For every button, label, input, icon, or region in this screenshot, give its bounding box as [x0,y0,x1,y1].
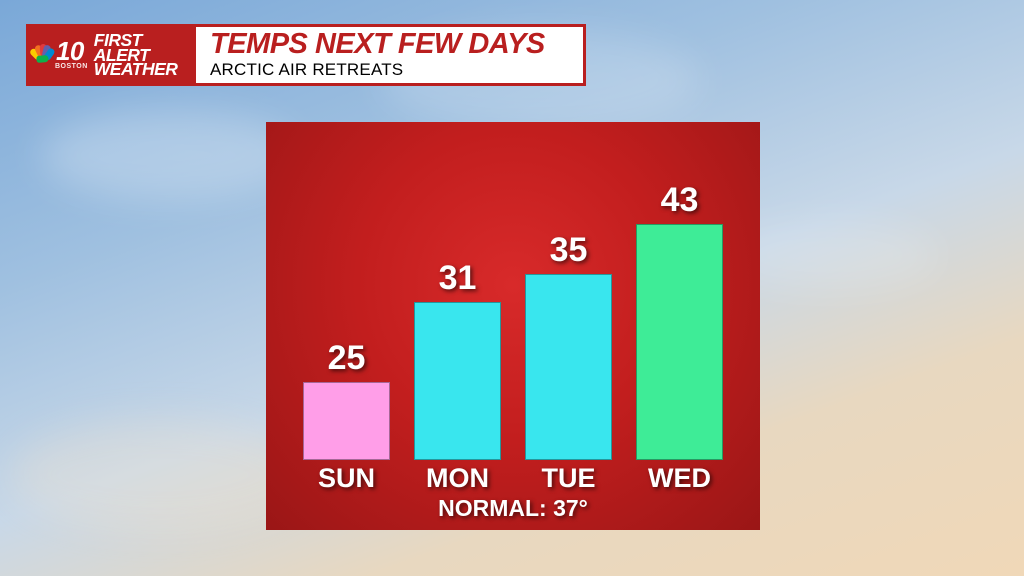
nbc-peacock-icon [32,44,53,66]
day-label: SUN [296,463,397,494]
bar-value: 25 [328,339,366,378]
cloud-deco [40,110,300,200]
logo-city: BOSTON [55,64,88,70]
bar [636,224,723,460]
day-label: WED [629,463,730,494]
channel-number: 10 [56,40,84,62]
bar [303,382,390,460]
station-logo: 10 BOSTON FIRST ALERT WEATHER [26,24,196,86]
bar-value: 31 [439,259,477,298]
header-banner: 10 BOSTON FIRST ALERT WEATHER TEMPS NEXT… [26,24,586,86]
bar-column: 35 [518,150,619,460]
chart-panel: 25 31 35 43 SUN MON TUE WED NORMAL: 37° [266,122,760,530]
normal-temp-label: NORMAL: 37° [266,495,760,522]
bar-value: 35 [550,231,588,270]
bar-column: 31 [407,150,508,460]
title-box: TEMPS NEXT FEW DAYS ARCTIC AIR RETREATS [196,24,586,86]
logo-brand: FIRST ALERT WEATHER [94,33,196,78]
day-labels-row: SUN MON TUE WED [296,463,730,494]
cloud-deco [10,420,310,530]
day-label: MON [407,463,508,494]
day-label: TUE [518,463,619,494]
bar-group: 25 31 35 43 [296,150,730,460]
weather-graphic: 10 BOSTON FIRST ALERT WEATHER TEMPS NEXT… [0,0,1024,576]
bar-column: 43 [629,150,730,460]
bar [525,274,612,460]
bar-column: 25 [296,150,397,460]
graphic-title: TEMPS NEXT FEW DAYS [210,30,567,59]
logo-line-weather: WEATHER [94,62,196,77]
bar-value: 43 [661,181,699,220]
graphic-subtitle: ARCTIC AIR RETREATS [210,60,567,80]
chart-area: 25 31 35 43 [296,150,730,460]
logo-text: 10 BOSTON [55,40,88,70]
bar [414,302,501,460]
logo-line-first-alert: FIRST ALERT [94,33,196,63]
